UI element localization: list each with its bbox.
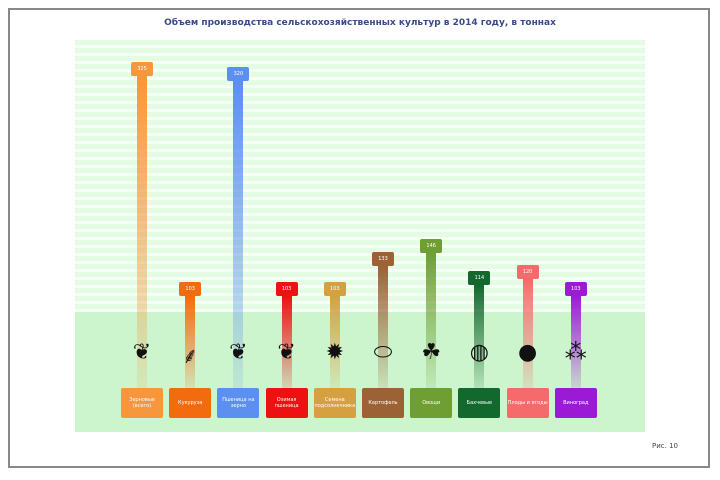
- category-label: Плоды и ягоды: [506, 388, 549, 418]
- bar: [426, 253, 437, 388]
- grapes-icon: ⁂: [564, 340, 587, 365]
- bar: [329, 296, 340, 388]
- wheat-icon: ❦: [229, 340, 248, 365]
- data-label: 114: [468, 271, 491, 286]
- figure-frame: [8, 8, 710, 468]
- category-label: Виноград: [554, 388, 597, 418]
- chart-title: Объем производства сельскохозяйственных …: [164, 18, 556, 28]
- sunflower-icon: ✹: [325, 340, 345, 365]
- bar: [137, 76, 147, 388]
- data-label: 103: [564, 282, 587, 297]
- data-label: 146: [420, 239, 443, 254]
- bar: [570, 296, 581, 388]
- fruit-icon: ●: [517, 340, 538, 365]
- bar: [233, 81, 244, 388]
- category-label: Озимая пшеница: [265, 388, 308, 418]
- category-label: Картофель: [362, 388, 404, 418]
- category-label: Зерновые (всего): [121, 388, 163, 418]
- data-label: 103: [323, 282, 346, 297]
- data-label: 103: [179, 282, 202, 297]
- vegetable-icon: ☘: [421, 340, 442, 365]
- category-label: Бахчевые: [458, 388, 501, 418]
- figure-label: Рис. 10: [652, 442, 678, 450]
- data-label: 133: [372, 252, 394, 267]
- bar: [522, 279, 533, 388]
- category-label: Кукуруза: [169, 388, 212, 418]
- bar: [185, 296, 196, 388]
- category-label: Овощи: [410, 388, 453, 418]
- data-label: 325: [131, 62, 153, 77]
- bar: [474, 285, 485, 388]
- data-label: 320: [227, 67, 250, 82]
- wheat-icon: ❦: [277, 340, 296, 365]
- data-label: 103: [275, 282, 298, 297]
- melon-icon: ◍: [469, 340, 489, 365]
- wheat-icon: ❦: [132, 340, 152, 365]
- category-label: Семена подсолнечника: [313, 388, 356, 418]
- corn-icon: ⸙: [181, 344, 199, 369]
- category-label: Пшеница на зерно: [217, 388, 260, 418]
- plot-area: 325 ❦ Зерновые (всего) 103 ⸙ Кукуруза 320 ❦ Пшен…: [75, 40, 645, 432]
- data-label: 120: [516, 265, 539, 280]
- bar: [281, 296, 292, 388]
- bar: [378, 266, 388, 388]
- potato-icon: ⬭: [373, 340, 393, 365]
